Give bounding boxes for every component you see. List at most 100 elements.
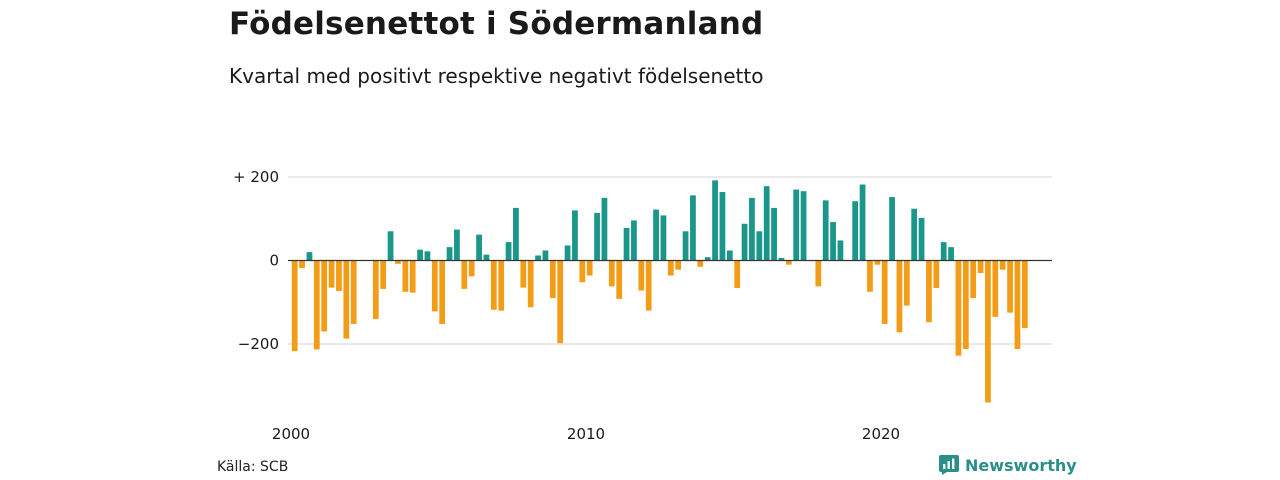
bar-negative xyxy=(586,260,593,276)
bar-negative xyxy=(431,260,438,312)
bar-negative xyxy=(498,260,505,311)
bar-negative xyxy=(549,260,556,299)
y-tick-label: 0 xyxy=(269,252,279,270)
bar-positive xyxy=(889,197,895,261)
bar-negative xyxy=(299,260,305,269)
y-tick-label: + 200 xyxy=(233,168,279,186)
x-tick-label: 2010 xyxy=(567,425,605,443)
x-tick-label: 2020 xyxy=(862,425,900,443)
bar-positive xyxy=(726,250,733,261)
bar-negative xyxy=(896,260,903,333)
bar-positive xyxy=(741,223,748,261)
bar-positive xyxy=(306,252,313,261)
bar-positive xyxy=(712,180,718,261)
bar-positive xyxy=(948,247,954,261)
bar-negative xyxy=(343,260,350,339)
brand-logo: Newsworthy xyxy=(939,455,1077,475)
bar-negative xyxy=(1014,260,1021,350)
bar-positive xyxy=(800,191,807,261)
bar-negative xyxy=(881,260,888,324)
chart-title: Födelsenettot i Södermanland xyxy=(229,6,764,42)
bar-positive xyxy=(911,208,918,261)
bar-negative xyxy=(527,260,534,308)
bar-negative xyxy=(520,260,527,288)
bar-positive xyxy=(918,217,925,261)
bar-negative xyxy=(490,260,497,310)
bar-positive xyxy=(763,186,770,261)
x-tick-label: 2000 xyxy=(272,425,310,443)
tick-labels: + 200 0 −200 2000 2010 2020 xyxy=(233,168,900,443)
bar-negative xyxy=(291,260,298,352)
bar-negative xyxy=(955,260,962,356)
bar-positive xyxy=(572,210,578,261)
bar-positive xyxy=(631,220,637,261)
bar-positive xyxy=(424,251,431,261)
bar-positive xyxy=(505,242,512,261)
bar-positive xyxy=(690,195,696,261)
bar-positive xyxy=(704,257,711,261)
bar-negative xyxy=(395,260,401,264)
bar-positive xyxy=(542,250,549,261)
bar-negative xyxy=(999,260,1006,270)
bar-negative xyxy=(402,260,409,292)
newsworthy-logo-icon xyxy=(939,455,959,475)
bar-positive xyxy=(535,255,541,261)
bars xyxy=(291,180,1028,403)
bar-negative xyxy=(667,260,674,276)
bar-negative xyxy=(977,260,984,274)
bar-positive xyxy=(778,258,785,261)
bar-negative xyxy=(926,260,932,323)
bar-positive xyxy=(483,254,490,261)
bar-positive xyxy=(623,227,630,261)
bar-negative xyxy=(675,260,682,270)
bar-negative xyxy=(579,260,586,283)
bar-positive xyxy=(513,207,519,261)
bar-positive xyxy=(859,184,866,261)
bar-negative xyxy=(992,260,999,317)
bar-negative xyxy=(1007,260,1013,313)
bar-negative xyxy=(697,260,704,267)
bar-negative xyxy=(557,260,564,344)
bar-positive xyxy=(601,197,608,261)
bar-positive xyxy=(454,229,460,261)
bar-positive xyxy=(387,231,394,261)
bar-negative xyxy=(985,260,991,403)
bar-negative xyxy=(409,260,416,293)
bar-negative xyxy=(313,260,320,350)
bar-negative xyxy=(372,260,379,319)
bar-negative xyxy=(616,260,623,299)
bar-negative xyxy=(439,260,446,324)
bar-positive xyxy=(822,200,829,261)
bar-negative xyxy=(785,260,792,265)
bar-positive xyxy=(417,249,423,261)
bar-negative xyxy=(638,260,645,291)
bar-positive xyxy=(756,231,763,261)
bar-negative xyxy=(328,260,335,288)
bar-negative xyxy=(970,260,977,299)
bar-negative xyxy=(874,260,881,265)
bar-negative xyxy=(933,260,940,289)
bar-negative xyxy=(461,260,468,289)
bar-negative xyxy=(321,260,328,332)
chart-subtitle: Kvartal med positivt respektive negativt… xyxy=(229,64,764,88)
bar-positive xyxy=(940,242,947,261)
bar-negative xyxy=(336,260,342,291)
bar-negative xyxy=(608,260,615,287)
bar-positive xyxy=(564,245,571,261)
bar-negative xyxy=(815,260,822,287)
bar-positive xyxy=(594,212,600,261)
bar-positive xyxy=(653,209,659,261)
bar-negative xyxy=(468,260,475,277)
bar-negative xyxy=(903,260,910,306)
bar-positive xyxy=(837,240,844,261)
source-note: Källa: SCB xyxy=(217,459,289,475)
gridlines xyxy=(288,176,1052,345)
bar-negative xyxy=(1021,260,1028,329)
bar-negative xyxy=(645,260,652,311)
bar-negative xyxy=(350,260,357,324)
bar-negative xyxy=(962,260,969,350)
bar-positive xyxy=(830,222,836,261)
bar-positive xyxy=(719,192,726,261)
y-tick-label: −200 xyxy=(238,335,279,353)
